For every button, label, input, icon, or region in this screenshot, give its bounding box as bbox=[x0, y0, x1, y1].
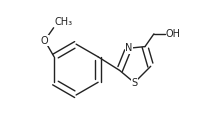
Text: N: N bbox=[125, 43, 132, 53]
Text: S: S bbox=[131, 78, 137, 88]
Text: OH: OH bbox=[165, 29, 180, 39]
Text: CH₃: CH₃ bbox=[54, 17, 73, 27]
Text: O: O bbox=[41, 36, 48, 45]
